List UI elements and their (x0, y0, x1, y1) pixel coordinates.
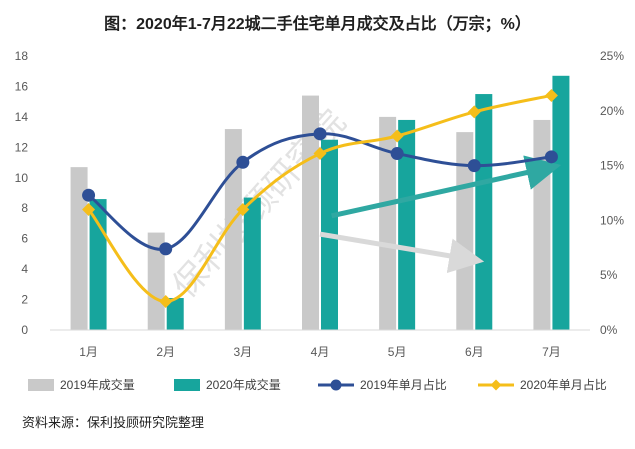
left-tick-label: 2 (21, 293, 28, 307)
left-axis: 0 2 4 6 8 10 12 14 16 18 (15, 49, 29, 337)
bars-layer (70, 75, 570, 331)
left-tick-label: 4 (21, 262, 28, 276)
point-2019-share (82, 188, 96, 202)
point-2019-share (467, 159, 481, 173)
point-2019-share (159, 242, 173, 256)
point-2019-share (313, 127, 327, 141)
x-tick-label: 2月 (156, 345, 175, 359)
legend-marker-circle (330, 379, 342, 391)
legend-swatch-2020-bar (174, 379, 200, 391)
legend-label: 2019年单月占比 (360, 377, 447, 392)
point-2020-share (544, 88, 558, 102)
point-2020-share (236, 202, 250, 216)
right-tick-label: 20% (600, 104, 624, 118)
legend: 2019年成交量 2020年成交量 2019年单月占比 2020年单月占比 (28, 377, 607, 392)
left-tick-label: 8 (21, 201, 28, 215)
x-tick-label: 4月 (311, 345, 330, 359)
legend-label: 2019年成交量 (60, 377, 135, 392)
lines-layer (82, 88, 558, 309)
left-tick-label: 10 (15, 171, 29, 185)
bar-2019 (456, 132, 474, 330)
point-2019-share (544, 150, 558, 164)
x-axis: 1月 2月 3月 4月 5月 6月 7月 (50, 329, 590, 359)
x-tick-label: 1月 (79, 345, 98, 359)
bar-2019 (379, 116, 397, 330)
left-tick-label: 14 (15, 110, 29, 124)
bar-2020 (243, 197, 261, 330)
trend-arrow-teal (331, 155, 562, 219)
point-2020-share (82, 202, 96, 216)
right-tick-label: 25% (600, 49, 624, 63)
bar-2020 (166, 298, 184, 330)
point-2019-share (236, 155, 250, 169)
x-tick-label: 3月 (234, 345, 253, 359)
left-tick-label: 6 (21, 232, 28, 246)
point-2019-share (390, 147, 404, 161)
bar-2019 (147, 232, 165, 330)
trend-arrow-gray (319, 231, 485, 274)
left-tick-label: 18 (15, 49, 29, 63)
point-2020-share (159, 295, 173, 309)
legend-label: 2020年单月占比 (520, 377, 607, 392)
bar-2020 (475, 94, 493, 330)
legend-swatch-2019-bar (28, 379, 54, 391)
point-2020-share (313, 147, 327, 161)
point-2020-share (390, 129, 404, 143)
bar-2019 (224, 129, 242, 330)
legend-marker-diamond (490, 379, 502, 391)
right-axis: 0% 5% 10% 15% 20% 25% (600, 49, 624, 337)
bar-2020 (552, 75, 570, 331)
annotation-layer (319, 155, 562, 274)
bar-2020 (398, 119, 416, 330)
right-tick-label: 0% (600, 323, 618, 337)
source-note: 资料来源：保利投顾研究院整理 (22, 415, 205, 430)
point-2020-share (467, 105, 481, 119)
left-tick-label: 0 (21, 323, 28, 337)
right-tick-label: 10% (600, 213, 624, 227)
x-tick-label: 7月 (542, 345, 561, 359)
x-tick-label: 6月 (465, 345, 484, 359)
x-tick-label: 5月 (388, 345, 407, 359)
left-tick-label: 16 (15, 79, 29, 93)
legend-label: 2020年成交量 (206, 377, 281, 392)
left-tick-label: 12 (15, 140, 29, 154)
chart-title: 图：2020年1-7月22城二手住宅单月成交及占比（万宗；%） (104, 16, 531, 33)
bar-2019 (70, 167, 88, 330)
bar-2020 (89, 199, 107, 330)
right-tick-label: 15% (600, 159, 624, 173)
right-tick-label: 5% (600, 268, 618, 282)
